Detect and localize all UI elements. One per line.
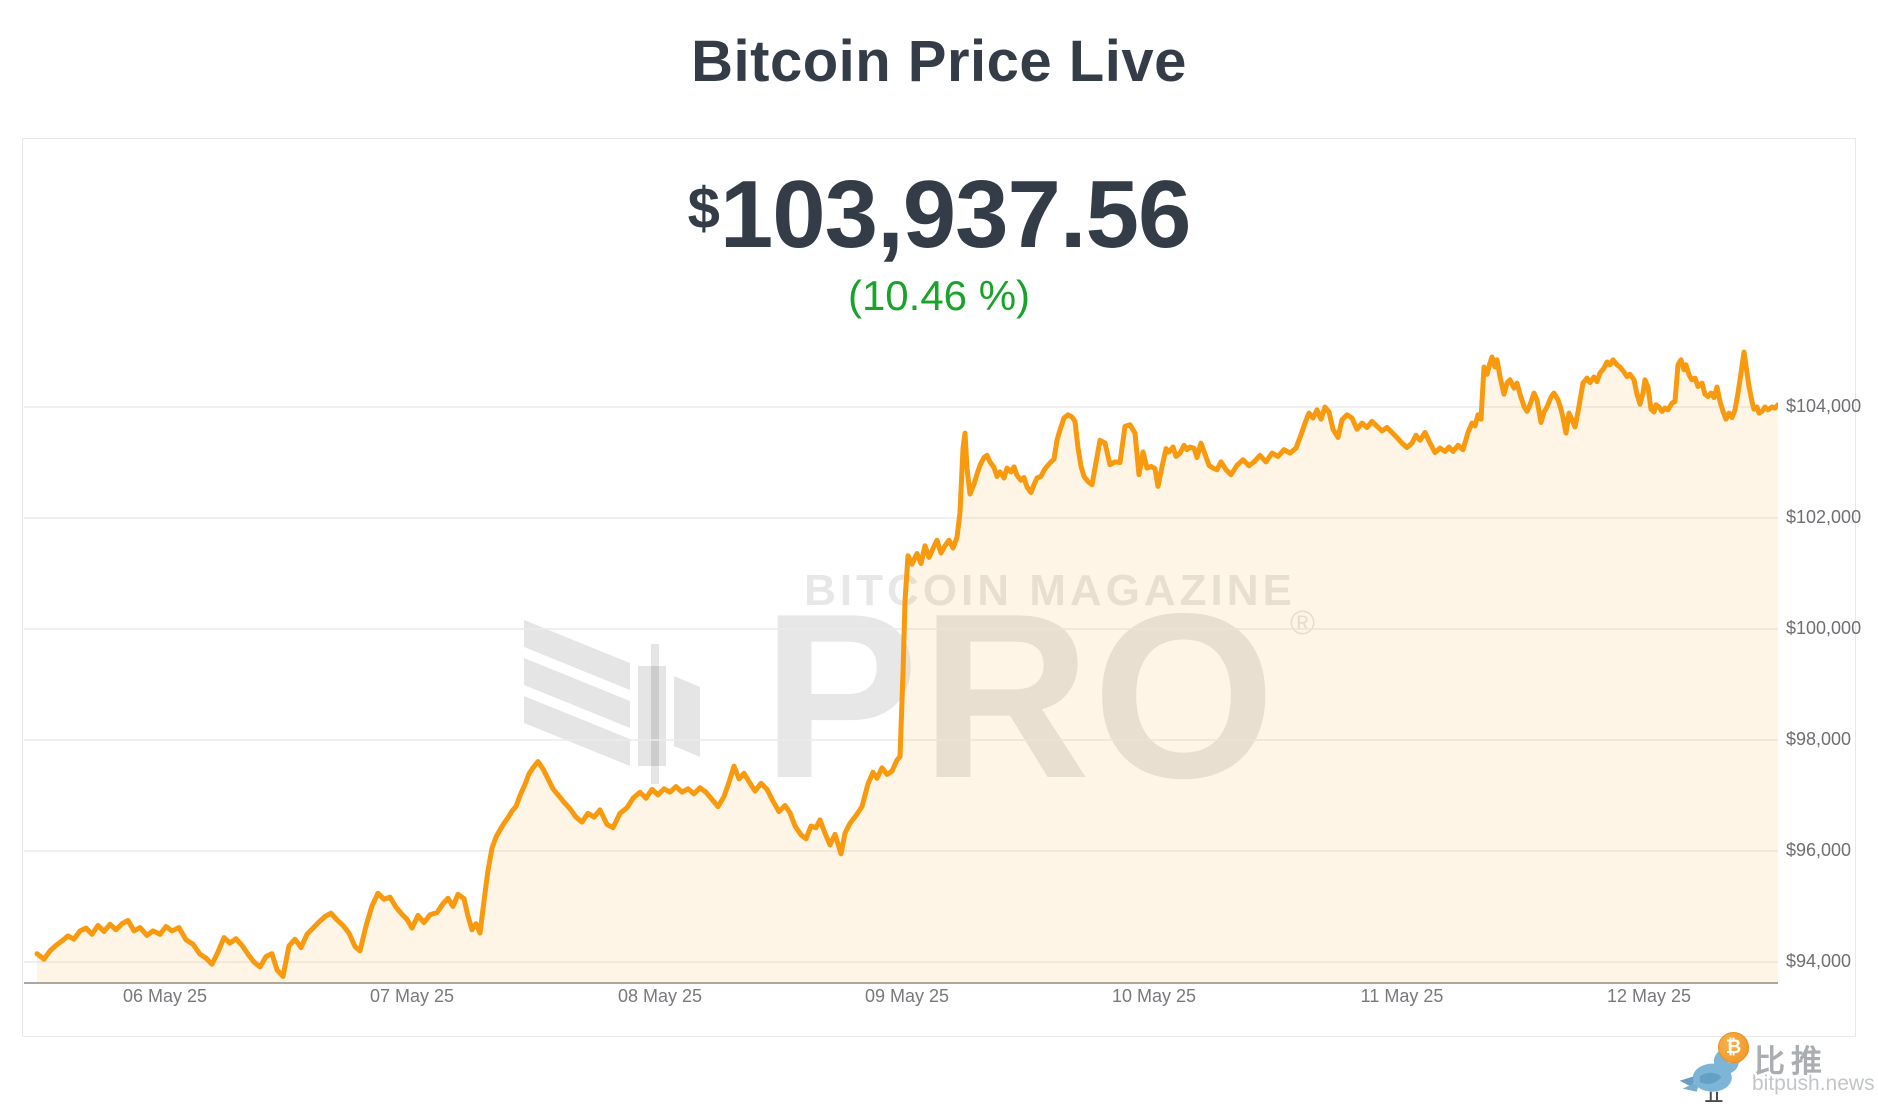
y-axis-label: $100,000	[1786, 618, 1862, 638]
bitpush-cjk-name: 比推	[1754, 1044, 1828, 1079]
price-value: 103,937.56	[719, 161, 1191, 268]
y-axis-label: $102,000	[1786, 507, 1862, 527]
chart-card	[22, 138, 1856, 1037]
watermark-pro: PRO	[762, 578, 1277, 813]
watermark-bitcoin-magazine: BITCOIN MAGAZINE	[790, 566, 1310, 616]
x-axis-label: 07 May 25	[369, 986, 455, 1006]
y-axis-label: $104,000	[1786, 396, 1862, 416]
current-price: $103,937.56	[0, 160, 1878, 270]
x-axis-label: 09 May 25	[864, 986, 950, 1006]
x-axis-label: 11 May 25	[1360, 986, 1444, 1006]
x-axis-label: 06 May 25	[122, 986, 208, 1006]
registered-trademark-icon: ®	[1290, 604, 1315, 643]
x-axis-label: 08 May 25	[617, 986, 703, 1006]
bitpush-logo: ₿ 比推 bitpush.news	[1672, 1032, 1875, 1104]
page-title: Bitcoin Price Live	[691, 29, 1187, 94]
y-axis-label: $94,000	[1786, 951, 1852, 971]
bitpush-domain: bitpush.news	[1752, 1072, 1875, 1095]
y-axis-label: $98,000	[1786, 729, 1852, 749]
price-line-chart[interactable]	[24, 340, 1778, 986]
currency-symbol: $	[687, 176, 720, 241]
price-change-percent: (10.46 %)	[847, 272, 1031, 319]
bitcoin-coin-icon: ₿	[1718, 1032, 1749, 1063]
y-axis-label: $96,000	[1786, 840, 1852, 860]
x-axis-label: 12 May 25	[1606, 986, 1692, 1006]
bitcoin-magazine-logo-icon	[524, 620, 700, 784]
x-axis-label: 10 May 25	[1111, 986, 1197, 1006]
